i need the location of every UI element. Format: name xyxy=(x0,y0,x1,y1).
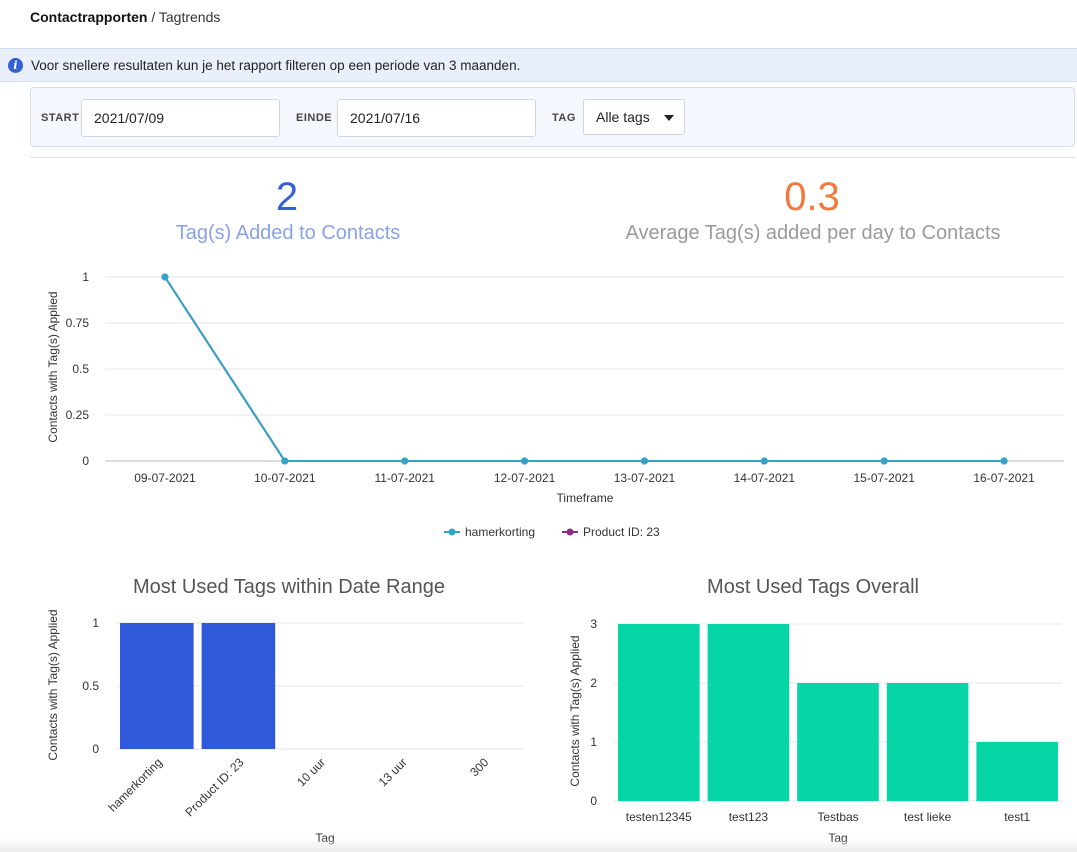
bar-chart-x-tick-label: 13 uur xyxy=(376,755,410,789)
bar-testen12345 xyxy=(618,624,700,801)
bar-chart-y-tick-label: 3 xyxy=(590,617,597,631)
line-chart-data-point xyxy=(521,457,529,465)
bar-product-id-23 xyxy=(201,623,276,749)
bar-chart-x-tick-label: Product ID: 23 xyxy=(182,755,246,819)
line-chart-x-tick-label: 10-07-2021 xyxy=(254,471,316,485)
breadcrumb-separator: / xyxy=(147,9,159,25)
bar-chart-x-tick-label: hamerkorting xyxy=(106,755,165,814)
info-banner: i Voor snellere resultaten kun je het ra… xyxy=(0,48,1077,82)
info-text: Voor snellere resultaten kun je het rapp… xyxy=(31,57,521,73)
bar-chart-y-tick-label: 0.5 xyxy=(82,679,99,693)
line-chart-y-tick-label: 1 xyxy=(82,270,89,284)
divider xyxy=(30,157,1075,158)
bar-test1 xyxy=(976,742,1058,801)
tags-added-value: 2 xyxy=(275,175,299,219)
line-chart-x-tick-label: 12-07-2021 xyxy=(494,471,556,485)
line-chart-x-tick-label: 11-07-2021 xyxy=(374,471,435,485)
avg-tags-label: Average Tag(s) added per day to Contacts xyxy=(625,222,1001,244)
start-label: START xyxy=(41,112,80,124)
avg-tags-value: 0.3 xyxy=(784,175,840,219)
end-label: EINDE xyxy=(296,112,333,124)
line-chart-data-point xyxy=(880,457,888,465)
end-date-input[interactable]: 2021/07/16 xyxy=(337,99,536,137)
bar-chart-x-tick-label: testen12345 xyxy=(626,810,692,824)
legend-item-product-id-23: Product ID: 23 xyxy=(562,525,660,539)
line-chart-x-tick-label: 09-07-2021 xyxy=(134,471,196,485)
most-used-tags-range-chart: Contacts with Tag(s) Applied Tag 00.51ha… xyxy=(46,610,524,845)
bar-chart-x-tick-label: test123 xyxy=(729,810,769,824)
line-chart-data-point xyxy=(640,457,648,465)
filter-panel: START 2021/07/09 EINDE 2021/07/16 TAG Al… xyxy=(30,87,1075,147)
bar-chart-x-tick-label: 300 xyxy=(467,755,491,779)
legend-label: Product ID: 23 xyxy=(583,525,660,539)
line-chart-x-tick-label: 16-07-2021 xyxy=(973,471,1035,485)
bar-hamerkorting xyxy=(120,623,194,749)
tag-select[interactable]: Alle tags xyxy=(583,99,685,135)
line-chart-data-point xyxy=(760,457,768,465)
chevron-down-icon xyxy=(664,115,674,121)
start-date-input[interactable]: 2021/07/09 xyxy=(81,99,280,137)
line-chart-data-point xyxy=(401,457,409,465)
line-chart-x-tick-label: 14-07-2021 xyxy=(734,471,796,485)
bar-chart-date-range-title: Most Used Tags within Date Range xyxy=(132,576,445,598)
breadcrumb-current: Tagtrends xyxy=(158,9,221,25)
legend-swatch-marker xyxy=(448,528,456,536)
bar-chart-x-tick-label: Testbas xyxy=(817,810,858,824)
bar-chart-y-tick-label: 2 xyxy=(590,676,597,690)
tag-trend-line-chart: Contacts with Tag(s) Applied Timeframe 0… xyxy=(46,270,1064,539)
bar-chart-2-y-axis-label: Contacts with Tag(s) Applied xyxy=(568,635,582,786)
bar-chart-y-tick-label: 0 xyxy=(92,742,99,756)
line-chart-data-point xyxy=(1000,457,1008,465)
info-icon: i xyxy=(8,57,23,73)
tags-added-label: Tag(s) Added to Contacts xyxy=(175,222,401,244)
line-chart-data-point xyxy=(281,457,289,465)
line-chart-y-tick-label: 0.5 xyxy=(72,362,89,376)
most-used-tags-overall-chart: Contacts with Tag(s) Applied Tag 0123tes… xyxy=(568,617,1062,845)
line-chart-y-tick-label: 0 xyxy=(82,454,89,468)
line-chart-x-axis-label: Timeframe xyxy=(557,491,614,505)
bar-chart-y-tick-label: 1 xyxy=(590,735,597,749)
bar-chart-y-tick-label: 1 xyxy=(92,616,99,630)
bar-chart-overall-title: Most Used Tags Overall xyxy=(707,576,919,598)
breadcrumb-parent-link[interactable]: Contactrapporten xyxy=(30,9,148,25)
legend-label: hamerkorting xyxy=(465,525,535,539)
legend-swatch-marker xyxy=(566,528,574,536)
bottom-fade xyxy=(0,838,1077,852)
breadcrumb: Contactrapporten / Tagtrends xyxy=(30,9,220,25)
bar-testbas xyxy=(797,683,879,801)
tag-label: TAG xyxy=(552,112,576,124)
line-chart-x-tick-label: 13-07-2021 xyxy=(614,471,676,485)
tag-select-value: Alle tags xyxy=(596,109,650,125)
bar-chart-y-tick-label: 0 xyxy=(590,794,597,808)
bar-chart-x-tick-label: test lieke xyxy=(904,810,952,824)
line-chart-y-tick-label: 0.75 xyxy=(66,316,90,330)
bar-test-lieke xyxy=(886,683,969,801)
line-chart-series-line xyxy=(164,276,1005,462)
bar-chart-1-y-axis-label: Contacts with Tag(s) Applied xyxy=(46,610,60,761)
line-chart-x-tick-label: 15-07-2021 xyxy=(853,471,915,485)
line-chart-y-axis-label: Contacts with Tag(s) Applied xyxy=(46,291,60,442)
bar-test123 xyxy=(707,624,790,801)
bar-chart-x-tick-label: test1 xyxy=(1004,810,1030,824)
line-chart-y-tick-label: 0.25 xyxy=(66,408,90,422)
bar-chart-x-tick-label: 10 uur xyxy=(294,755,328,789)
line-chart-data-point xyxy=(161,273,169,281)
legend-item-hamerkorting: hamerkorting xyxy=(444,525,535,539)
